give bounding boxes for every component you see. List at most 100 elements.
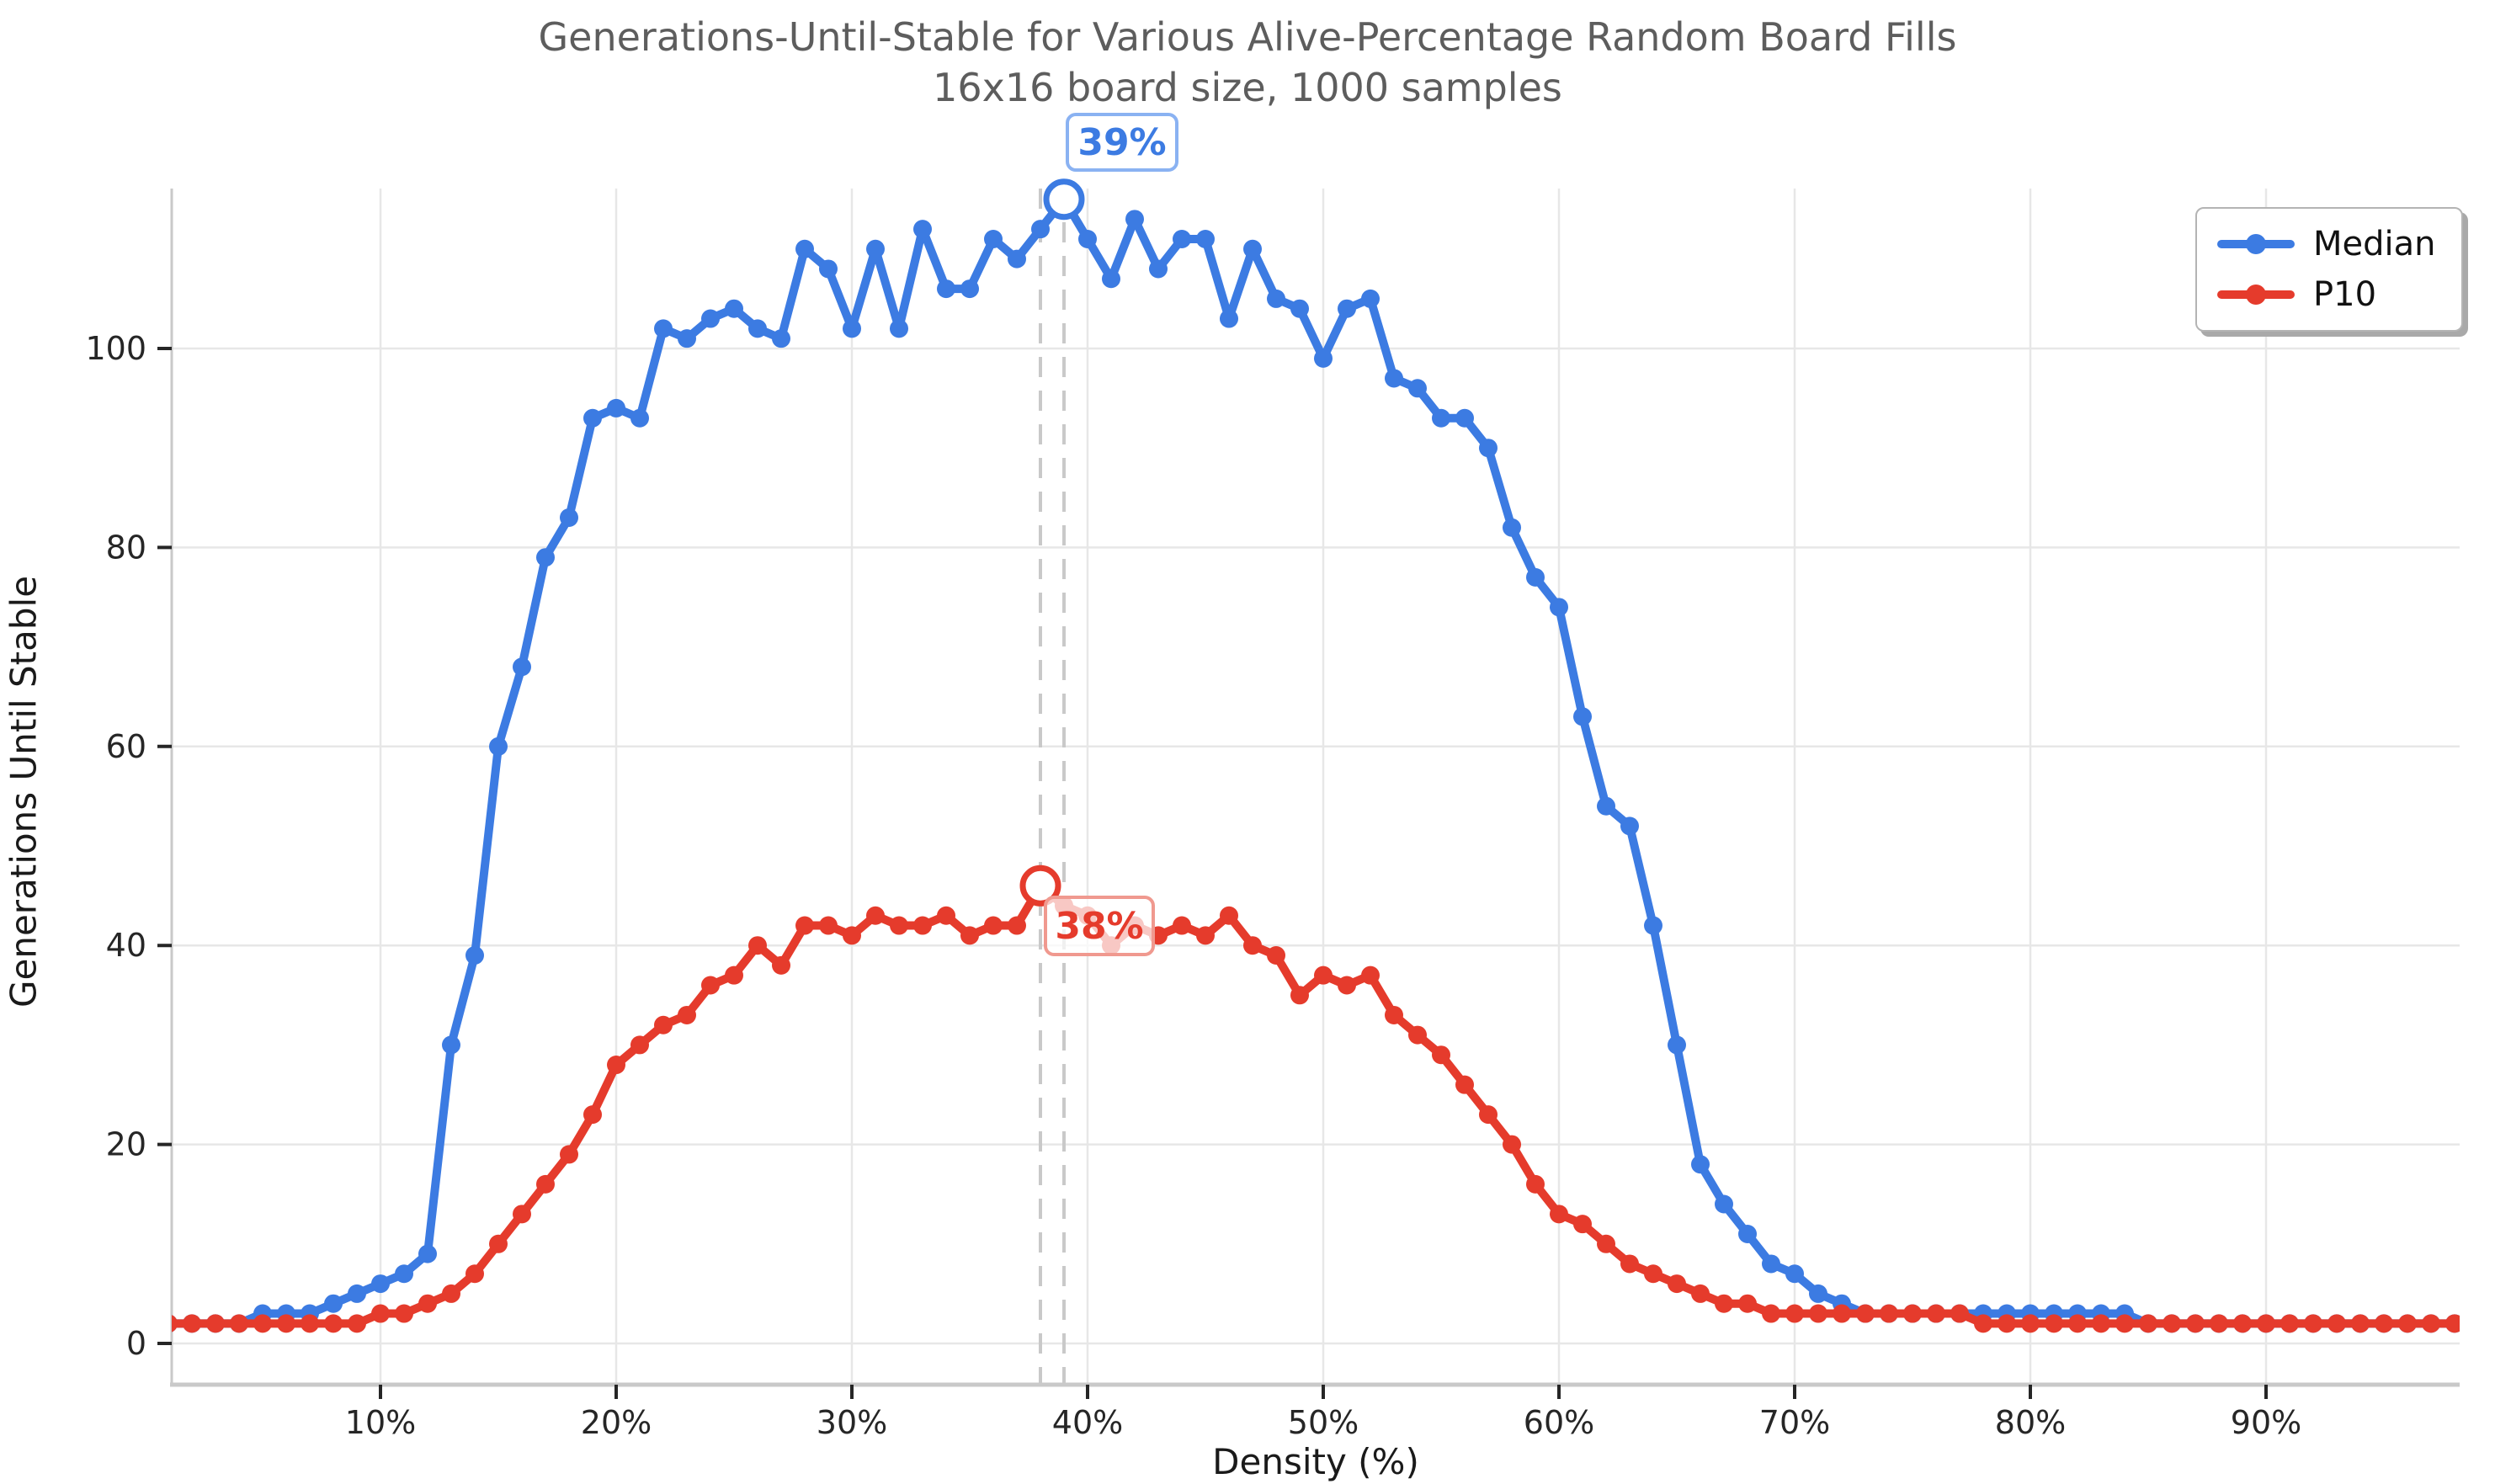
p10-data-point xyxy=(960,926,979,945)
median-data-point xyxy=(1314,348,1333,368)
median-data-point xyxy=(843,319,861,338)
x-tick-label: 90% xyxy=(2231,1404,2301,1441)
p10-data-point xyxy=(1833,1304,1851,1323)
median-data-point xyxy=(560,508,578,527)
y-tick-label: 0 xyxy=(126,1325,146,1362)
p10-data-point xyxy=(1267,946,1285,965)
p10-data-point xyxy=(843,926,861,945)
p10-data-point xyxy=(2163,1314,2181,1333)
p10-data-point xyxy=(1903,1304,1922,1323)
p10-data-point xyxy=(1196,926,1215,945)
median-data-point xyxy=(1338,299,1356,318)
p10-line xyxy=(172,881,2459,1328)
p10-data-point xyxy=(701,976,720,995)
p10-data-point xyxy=(371,1304,390,1323)
legend-label-p10: P10 xyxy=(2313,275,2377,315)
p10-data-point xyxy=(607,1056,625,1075)
legend: Median P10 xyxy=(2195,207,2463,332)
median-data-point xyxy=(701,309,720,328)
p10-data-point xyxy=(1573,1215,1592,1234)
median-data-point xyxy=(1668,1035,1686,1055)
p10-data-point xyxy=(1974,1314,1992,1333)
median-data-point xyxy=(960,279,979,299)
median-data-point xyxy=(1149,259,1168,279)
p10-data-point xyxy=(772,955,790,975)
median-data-point xyxy=(583,408,602,428)
median-marker-swatch xyxy=(2246,233,2266,254)
p10-data-point xyxy=(2021,1314,2040,1333)
median-data-point xyxy=(1455,408,1474,428)
median-data-point xyxy=(654,319,673,338)
median-data-point xyxy=(678,329,696,348)
p10-data-point xyxy=(866,906,885,925)
p10-data-point xyxy=(230,1314,248,1333)
median-data-point xyxy=(890,319,908,338)
median-data-point xyxy=(1078,229,1097,248)
p10-data-point xyxy=(1290,986,1309,1005)
median-data-point xyxy=(984,229,1003,248)
p10-data-point xyxy=(937,906,955,925)
p10-data-point xyxy=(2092,1314,2110,1333)
y-tick-label: 40 xyxy=(106,927,146,964)
p10-series xyxy=(172,876,2460,1333)
p10-data-point xyxy=(725,965,743,985)
p10-data-point xyxy=(1762,1304,1780,1323)
median-data-point xyxy=(418,1244,437,1263)
median-data-point xyxy=(513,657,531,677)
median-data-point xyxy=(1267,289,1285,308)
median-data-point xyxy=(1644,916,1662,935)
p10-data-point xyxy=(536,1174,555,1194)
chart-title: Generations-Until-Stable for Various Ali… xyxy=(538,14,1957,60)
median-data-point xyxy=(1691,1155,1710,1174)
p10-data-point xyxy=(1644,1264,1662,1284)
p10-data-point xyxy=(2280,1314,2299,1333)
p10-data-point xyxy=(1526,1174,1545,1194)
median-data-point xyxy=(395,1264,413,1284)
p10-data-point xyxy=(748,936,767,955)
x-tick-label: 70% xyxy=(1759,1404,1830,1441)
p10-data-point xyxy=(253,1314,272,1333)
p10-data-point xyxy=(2233,1314,2252,1333)
p10-data-point xyxy=(2327,1314,2346,1333)
p10-data-point xyxy=(2068,1314,2087,1333)
p10-data-point xyxy=(1243,936,1262,955)
p10-data-point xyxy=(1220,906,1238,925)
p10-data-point xyxy=(1809,1304,1827,1323)
p10-data-point xyxy=(183,1314,201,1333)
p10-data-point xyxy=(984,916,1003,935)
median-data-point xyxy=(772,329,790,348)
median-data-point xyxy=(795,239,814,258)
x-tick-label: 60% xyxy=(1524,1404,1594,1441)
p10-data-point xyxy=(513,1205,531,1224)
p10-data-point xyxy=(1432,1045,1450,1065)
median-data-point xyxy=(1125,210,1144,229)
p10-data-point xyxy=(1998,1314,2016,1333)
p10-data-point xyxy=(2045,1314,2063,1333)
median-data-point xyxy=(1385,369,1403,388)
median-data-point xyxy=(1738,1224,1757,1243)
median-data-point xyxy=(1173,229,1191,248)
p10-peak-annotation: 38% xyxy=(1044,896,1155,956)
p10-data-point xyxy=(819,916,838,935)
x-tick-label: 40% xyxy=(1052,1404,1123,1441)
median-data-point xyxy=(1597,796,1615,816)
peak-ring-marker xyxy=(1019,864,1061,907)
median-data-point xyxy=(913,220,932,239)
p10-data-point xyxy=(1880,1304,1898,1323)
median-data-point xyxy=(371,1274,390,1294)
median-data-point xyxy=(1008,249,1026,269)
y-tick-label: 100 xyxy=(85,330,146,367)
median-data-point xyxy=(937,279,955,299)
chart-title-block: Generations-Until-Stable for Various Ali… xyxy=(0,12,2495,113)
p10-data-point xyxy=(1950,1304,1969,1323)
legend-item-p10: P10 xyxy=(2197,275,2461,314)
p10-data-point xyxy=(1314,965,1333,985)
p10-data-point xyxy=(2304,1314,2322,1333)
median-series xyxy=(172,189,2460,1333)
p10-data-point xyxy=(1550,1205,1568,1224)
x-tick-label: 10% xyxy=(345,1404,416,1441)
p10-data-point xyxy=(324,1314,343,1333)
y-tick-label: 60 xyxy=(106,728,146,765)
median-data-point xyxy=(1196,229,1215,248)
